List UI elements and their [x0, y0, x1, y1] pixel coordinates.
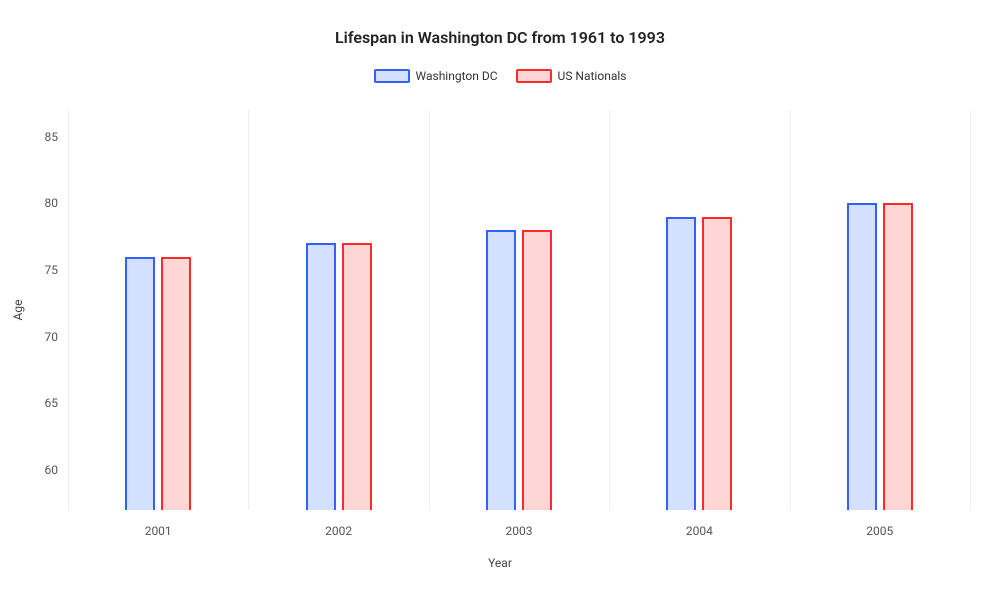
- vertical-gridline: [68, 110, 69, 510]
- legend-label: US Nationals: [558, 69, 627, 83]
- x-tick-label: 2004: [686, 510, 713, 538]
- legend-item-washington-dc: Washington DC: [374, 69, 498, 83]
- legend: Washington DC US Nationals: [0, 69, 1000, 83]
- x-tick-label: 2001: [145, 510, 172, 538]
- y-tick-label: 85: [45, 130, 69, 144]
- bar: [702, 217, 732, 510]
- bar: [342, 243, 372, 510]
- x-tick-label: 2002: [325, 510, 352, 538]
- vertical-gridline: [970, 110, 971, 510]
- y-tick-label: 65: [45, 396, 69, 410]
- bar: [125, 257, 155, 510]
- x-tick-label: 2005: [866, 510, 893, 538]
- bar: [883, 203, 913, 510]
- y-axis-title: Age: [11, 300, 25, 321]
- y-tick-label: 60: [45, 463, 69, 477]
- x-axis-title: Year: [488, 556, 512, 570]
- legend-swatch: [374, 69, 410, 83]
- bar: [847, 203, 877, 510]
- bar: [486, 230, 516, 510]
- y-tick-label: 75: [45, 263, 69, 277]
- vertical-gridline: [609, 110, 610, 510]
- bar: [306, 243, 336, 510]
- bar: [161, 257, 191, 510]
- bar: [522, 230, 552, 510]
- x-tick-label: 2003: [506, 510, 533, 538]
- lifespan-bar-chart: Lifespan in Washington DC from 1961 to 1…: [0, 0, 1000, 600]
- y-tick-label: 70: [45, 330, 69, 344]
- legend-item-us-nationals: US Nationals: [516, 69, 627, 83]
- vertical-gridline: [248, 110, 249, 510]
- bar: [666, 217, 696, 510]
- vertical-gridline: [429, 110, 430, 510]
- legend-label: Washington DC: [416, 69, 498, 83]
- chart-title: Lifespan in Washington DC from 1961 to 1…: [0, 0, 1000, 47]
- y-tick-label: 80: [45, 196, 69, 210]
- plot-area: 60657075808520012002200320042005: [68, 110, 970, 510]
- legend-swatch: [516, 69, 552, 83]
- vertical-gridline: [790, 110, 791, 510]
